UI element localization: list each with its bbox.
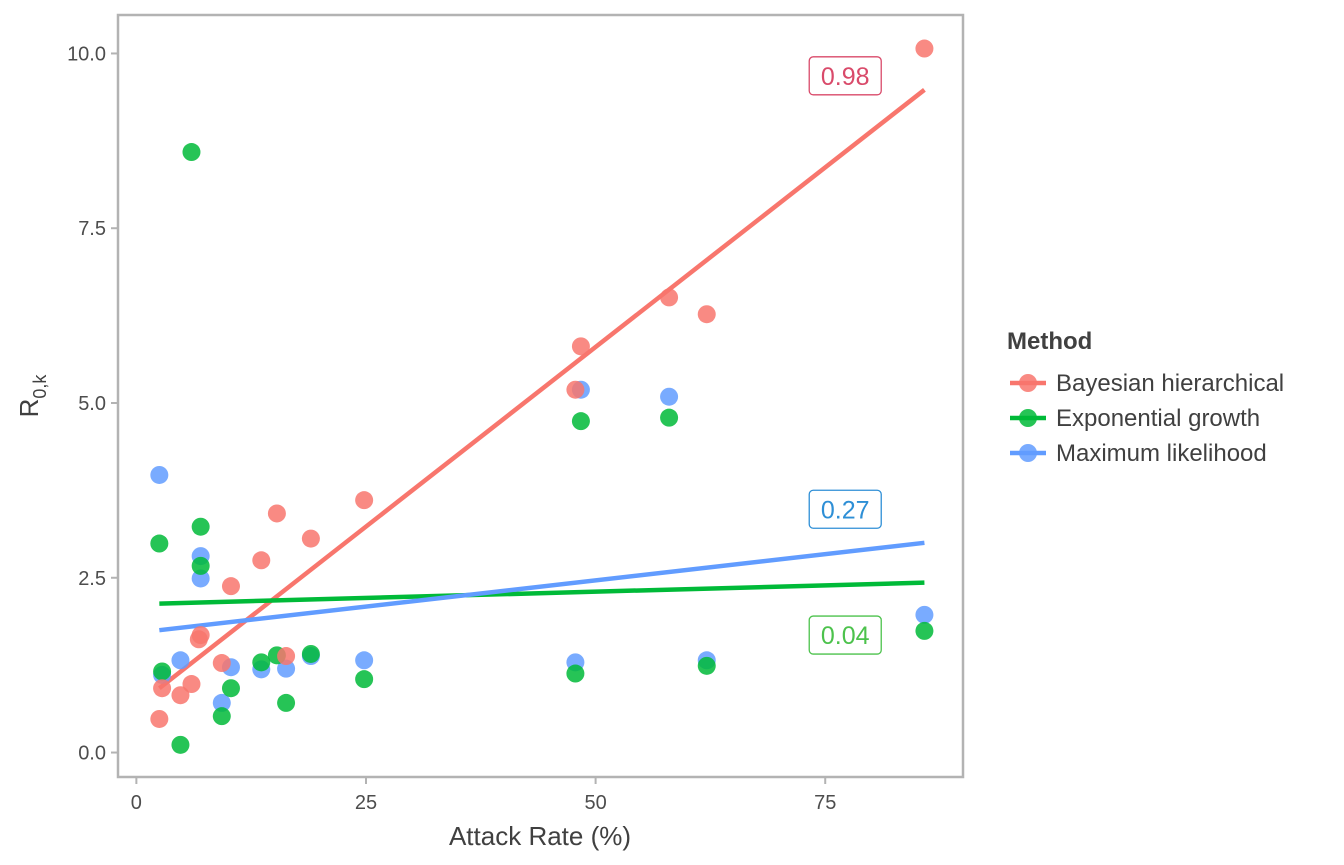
data-point <box>301 644 320 663</box>
data-point <box>221 577 240 596</box>
r2-labels: 0.98 0.04 0.27 <box>808 56 882 655</box>
legend-title: Method <box>1007 328 1092 355</box>
data-point <box>571 412 590 431</box>
axis-ticks: 0 25 50 75 0.0 2.5 5.0 7.5 10.0 <box>67 43 836 814</box>
data-point <box>182 675 201 694</box>
r2-label: 0.04 <box>821 622 870 650</box>
data-point <box>571 337 590 356</box>
data-point <box>171 686 190 705</box>
legend-key-point <box>1019 374 1037 392</box>
data-point <box>191 556 210 575</box>
data-point <box>915 39 934 58</box>
data-point <box>191 569 210 588</box>
r2-label-box <box>808 489 882 529</box>
y-tick-label: 5.0 <box>78 393 106 415</box>
x-tick-label: 75 <box>814 792 836 814</box>
legend-key-point <box>1019 444 1037 462</box>
fit-line <box>159 580 925 606</box>
data-point <box>566 380 585 399</box>
data-point <box>153 662 172 681</box>
data-point <box>212 654 231 673</box>
data-point <box>212 707 231 726</box>
data-point <box>277 659 296 678</box>
data-point <box>301 529 320 548</box>
data-point <box>355 491 374 510</box>
legend-label: Bayesian hierarchical <box>1056 370 1284 397</box>
y-tick-label: 2.5 <box>78 568 106 590</box>
svg-text:R0,k: R0,k <box>14 374 50 418</box>
fit-line <box>157 88 926 690</box>
data-point <box>660 288 679 307</box>
data-point <box>150 465 169 484</box>
x-axis-label: Attack Rate (%) <box>449 821 631 851</box>
data-point <box>252 551 271 570</box>
y-tick-label: 10.0 <box>67 43 106 65</box>
data-point <box>252 653 271 672</box>
r2-label: 0.27 <box>821 496 870 524</box>
y-tick-label: 0.0 <box>78 743 106 765</box>
data-point <box>915 621 934 640</box>
y-axis-label-subscript: 0,k <box>30 374 50 399</box>
data-point <box>277 647 296 666</box>
y-tick-label: 7.5 <box>78 218 106 240</box>
x-tick-label: 25 <box>355 792 377 814</box>
data-point <box>566 664 585 683</box>
legend-label: Exponential growth <box>1056 405 1260 432</box>
data-points <box>150 39 934 754</box>
data-point <box>697 656 716 675</box>
legend: Method Bayesian hierarchical Exponential … <box>1007 328 1284 467</box>
r2-label: 0.98 <box>821 63 870 91</box>
data-point <box>171 651 190 670</box>
data-point <box>660 387 679 406</box>
data-point <box>191 517 210 536</box>
data-point <box>660 408 679 427</box>
x-tick-label: 50 <box>584 792 606 814</box>
data-point <box>191 626 210 645</box>
data-point <box>221 679 240 698</box>
data-point <box>355 670 374 689</box>
data-point <box>182 143 201 162</box>
data-point <box>212 693 231 712</box>
panel-border <box>116 13 965 779</box>
data-point <box>267 504 286 523</box>
data-point <box>915 605 934 624</box>
data-point <box>171 735 190 754</box>
r2-label-box <box>808 56 882 96</box>
x-tick-label: 0 <box>131 792 142 814</box>
legend-label: Maximum likelihood <box>1056 440 1267 467</box>
data-point <box>150 534 169 553</box>
data-point <box>277 693 296 712</box>
fit-lines <box>157 88 926 690</box>
fit-line <box>159 540 925 633</box>
data-point <box>150 709 169 728</box>
legend-key-point <box>1019 409 1037 427</box>
data-point <box>153 679 172 698</box>
data-point <box>697 305 716 324</box>
data-point <box>355 651 374 670</box>
y-axis-label-main: R <box>14 399 44 418</box>
r2-label-box <box>808 615 882 655</box>
y-axis-label: R0,k <box>14 374 50 418</box>
